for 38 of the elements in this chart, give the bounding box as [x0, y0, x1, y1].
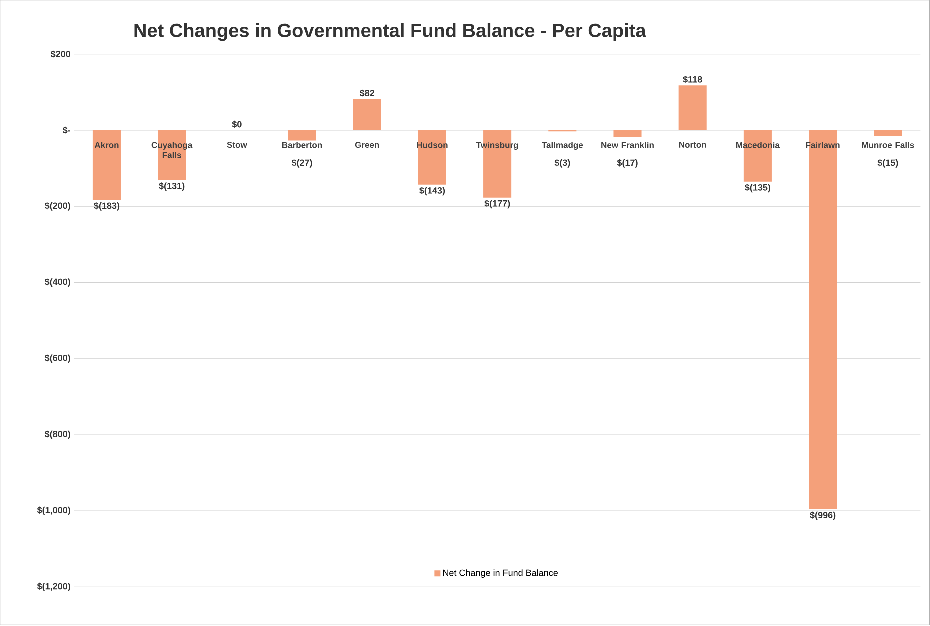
x-tick-label: Barberton [282, 142, 322, 149]
data-label: $(177) [484, 200, 510, 209]
bar [353, 100, 382, 131]
y-tick-label: $(600) [44, 354, 70, 364]
bar [418, 130, 446, 186]
x-tick-label: Stow [227, 142, 248, 148]
data-label: $(996) [810, 512, 836, 521]
bar [288, 130, 316, 142]
x-tick-label: Norton [679, 142, 706, 148]
x-tick-label: New Franklin [602, 142, 654, 149]
data-label: $(3) [554, 160, 570, 168]
y-tick-label: $(1,000) [37, 507, 70, 516]
bar [92, 130, 121, 200]
y-tick-label: $200 [50, 50, 71, 58]
bar [678, 86, 707, 131]
bar [614, 130, 642, 138]
x-tick-label: Munroe Falls [862, 142, 914, 149]
legend-label: Net Change in Fund Balance [443, 570, 558, 578]
x-tick-label: Green [355, 142, 380, 148]
data-label: $118 [683, 76, 702, 84]
data-label: $0 [232, 121, 242, 129]
x-tick-label: Tallmadge [542, 142, 584, 150]
data-label: $82 [360, 90, 375, 98]
data-label: $(131) [159, 182, 185, 192]
y-tick-label: $(800) [44, 430, 70, 440]
bar [874, 130, 902, 136]
x-tick-label: Akron [94, 142, 119, 149]
data-label: $(27) [292, 160, 312, 168]
data-label: $(143) [420, 187, 446, 196]
data-label: $(15) [878, 160, 898, 168]
y-tick-label: $- [62, 127, 71, 134]
data-label: $(17) [617, 160, 638, 168]
y-tick-label: $(1,200) [37, 583, 70, 592]
chart-title: Net Changes in Governmental Fund Balance - Per Capita [134, 24, 646, 42]
y-tick-label: $(200) [44, 202, 70, 212]
y-tick-label: $(400) [44, 278, 70, 288]
data-label: $(135) [745, 184, 771, 193]
data-label: $(183) [94, 202, 120, 212]
